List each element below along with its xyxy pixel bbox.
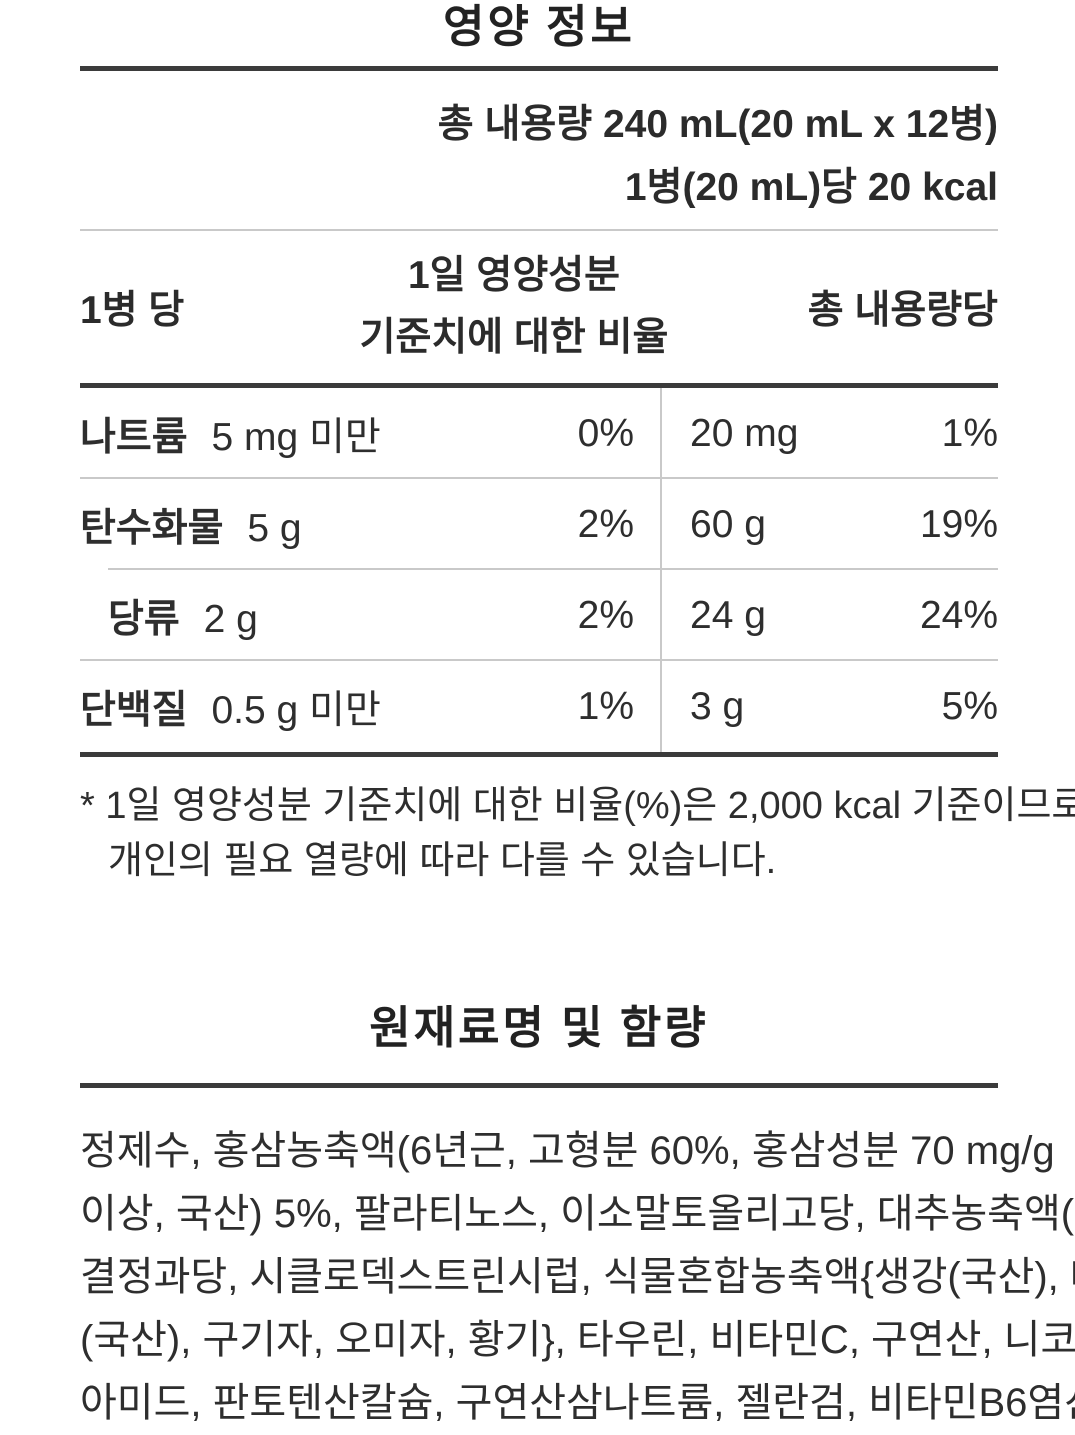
top-divider-rule xyxy=(80,66,998,71)
sodium-label: 나트륨 5 mg 미만 xyxy=(80,406,381,462)
ingredients-line: 결정과당, 시클로덱스트린시럽, 식물혼합농축액{생강(국산), 대추 xyxy=(80,1255,1075,1299)
protein-name: 단백질 xyxy=(80,688,188,732)
carbohydrate-per-total-cell: 60 g 19% xyxy=(660,479,998,570)
sugars-per-bottle-cell: 당류 2 g 2% xyxy=(80,570,660,661)
sugars-total-percent: 24% xyxy=(919,593,998,637)
sodium-name: 나트륨 xyxy=(80,415,188,459)
header-daily-value: 1일 영양성분 기준치에 대한 비율 xyxy=(330,245,698,369)
table-row-sugars: 당류 2 g 2% 24 g 24% xyxy=(80,570,998,661)
carbohydrate-amount: 5 g xyxy=(247,506,302,550)
sugars-label: 당류 2 g xyxy=(80,588,258,644)
carbohydrate-name: 탄수화물 xyxy=(80,506,224,550)
total-volume-text: 총 내용량 240 mL(20 mL x 12병) xyxy=(437,103,998,146)
carbohydrate-label: 탄수화물 5 g xyxy=(80,497,302,553)
per-bottle-calories-text: 1병(20 mL)당 20 kcal xyxy=(624,166,998,209)
protein-label: 단백질 0.5 g 미만 xyxy=(80,679,381,735)
ingredients-line: 아미드, 판토텐산칼슘, 구연산삼나트륨, 젤란검, 비타민B6염산염, xyxy=(80,1381,1075,1425)
protein-total-amount: 3 g xyxy=(690,684,745,728)
daily-value-footnote: * 1일 영양성분 기준치에 대한 비율(%)은 2,000 kcal 기준이므… xyxy=(80,779,1075,889)
protein-per-bottle-cell: 단백질 0.5 g 미만 1% xyxy=(80,661,660,752)
nutrition-table-header: 1병 당 1일 영양성분 기준치에 대한 비율 총 내용량당 xyxy=(80,231,998,383)
sugars-daily-percent: 2% xyxy=(577,593,634,637)
ingredients-line: (국산), 구기자, 오미자, 황기}, 타우린, 비타민C, 구연산, 니코틴… xyxy=(80,1318,1075,1362)
table-row-protein: 단백질 0.5 g 미만 1% 3 g 5% xyxy=(80,661,998,752)
sodium-daily-percent: 0% xyxy=(577,411,634,455)
header-daily-value-line2: 기준치에 대한 비율 xyxy=(359,316,669,359)
sodium-per-total-cell: 20 mg 1% xyxy=(660,388,998,479)
protein-per-total-cell: 3 g 5% xyxy=(660,661,998,752)
ingredients-section-title: 원재료명 및 함량 xyxy=(369,1003,709,1053)
sodium-total-amount: 20 mg xyxy=(690,411,799,455)
carbohydrate-per-bottle-cell: 탄수화물 5 g 2% xyxy=(80,479,660,570)
table-row-carbohydrate: 탄수화물 5 g 2% 60 g 19% xyxy=(80,479,998,570)
ingredients-paragraph: 정제수, 홍삼농축액(6년근, 고형분 60%, 홍삼성분 70 mg/g 이상… xyxy=(80,1120,1075,1435)
protein-total-percent: 5% xyxy=(941,684,998,728)
sugars-amount: 2 g xyxy=(203,597,258,641)
header-daily-value-line1: 1일 영양성분 xyxy=(408,254,620,297)
sugars-per-total-cell: 24 g 24% xyxy=(660,570,998,661)
carbohydrate-total-percent: 19% xyxy=(919,502,998,546)
ingredients-divider-rule xyxy=(80,1083,998,1088)
footnote-line-1: * 1일 영양성분 기준치에 대한 비율(%)은 2,000 kcal 기준이므… xyxy=(80,785,1075,827)
nutrition-section-title: 영양 정보 xyxy=(443,2,635,52)
table-row-sodium: 나트륨 5 mg 미만 0% 20 mg 1% xyxy=(80,388,998,479)
carbohydrate-total-amount: 60 g xyxy=(690,502,766,546)
ingredients-line: 정제수, 홍삼농축액(6년근, 고형분 60%, 홍삼성분 70 mg/g xyxy=(80,1129,1055,1173)
sugars-name: 당류 xyxy=(108,597,180,641)
protein-amount: 0.5 g 미만 xyxy=(211,688,381,732)
carbohydrate-daily-percent: 2% xyxy=(577,502,634,546)
sodium-total-percent: 1% xyxy=(941,411,998,455)
table-vertical-divider xyxy=(660,388,662,752)
protein-daily-percent: 1% xyxy=(577,684,634,728)
totals-block: 총 내용량 240 mL(20 mL x 12병) 1병(20 mL)당 20 … xyxy=(80,93,998,219)
header-top-rule xyxy=(80,229,998,231)
nutrition-table-body: 나트륨 5 mg 미만 0% 20 mg 1% 탄수화물 5 g 2% 60 g… xyxy=(80,383,998,757)
sugars-total-amount: 24 g xyxy=(690,593,766,637)
sodium-amount: 5 mg 미만 xyxy=(211,415,381,459)
footnote-line-2: 개인의 필요 열량에 따라 다를 수 있습니다. xyxy=(108,840,777,882)
sodium-per-bottle-cell: 나트륨 5 mg 미만 0% xyxy=(80,388,660,479)
header-per-bottle: 1병 당 xyxy=(80,289,185,332)
ingredients-line: 이상, 국산) 5%, 팔라티노스, 이소말토올리고당, 대추농축액(국산), xyxy=(80,1192,1075,1236)
header-per-total: 총 내용량당 xyxy=(807,289,998,332)
